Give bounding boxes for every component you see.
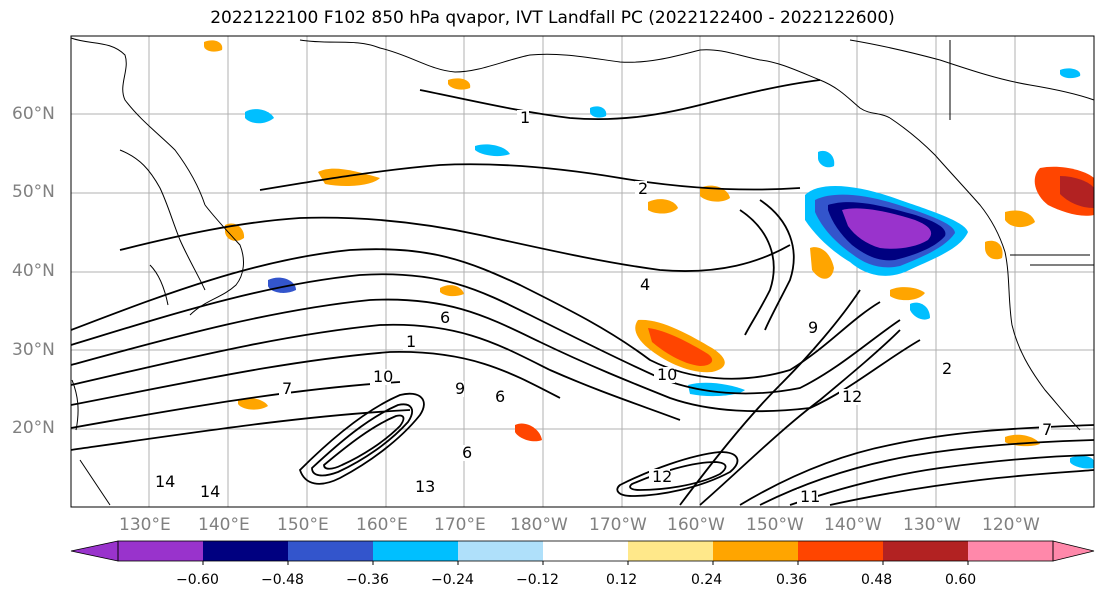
- colorbar-frame: [117, 540, 1054, 562]
- colorbar-segment: [883, 541, 968, 561]
- contour-label-bg: [437, 310, 449, 326]
- colorbar-extend-min: [70, 540, 119, 562]
- contour-label: 1: [520, 108, 530, 127]
- lon-label-130e: 130°E: [119, 515, 171, 535]
- lat-label-30: 30°N: [12, 340, 55, 360]
- contour-label-bg: [1039, 422, 1051, 438]
- contour-label-bg: [152, 474, 173, 490]
- map-gridlines: [71, 36, 1094, 507]
- contour-label-bg: [492, 389, 504, 405]
- contour-label-bg: [939, 361, 951, 377]
- lon-label-150e: 150°E: [277, 515, 329, 535]
- colorbar: [70, 540, 1095, 565]
- ivt-contours: [70, 79, 1095, 506]
- colorbar-segment: [713, 541, 798, 561]
- colorbar-segment: [458, 541, 543, 561]
- contour-label: 1: [406, 332, 416, 351]
- contour-label: 6: [495, 387, 505, 406]
- contour-label: 13: [415, 477, 435, 496]
- contour-label: 12: [842, 387, 862, 406]
- colorbar-tick-label: 0.36: [776, 572, 808, 588]
- contour-label: 14: [155, 472, 175, 491]
- lon-label-170e: 170°E: [434, 515, 486, 535]
- contour-label-bg: [797, 489, 818, 505]
- colorbar-segment: [628, 541, 713, 561]
- contour-label: 2: [942, 359, 952, 378]
- lon-label-120w: 120°W: [982, 515, 1040, 535]
- shaded-anomalies: [204, 40, 1094, 469]
- lat-label-20: 20°N: [12, 418, 55, 438]
- lon-label-140e: 140°E: [198, 515, 250, 535]
- contour-label: 10: [373, 367, 393, 386]
- lon-label-160e: 160°E: [356, 515, 408, 535]
- colorbar-tick-label: −0.48: [261, 572, 304, 588]
- lon-label-170w: 170°W: [589, 515, 647, 535]
- contour-label: 7: [282, 379, 292, 398]
- colorbar-extend-max: [1052, 540, 1095, 562]
- contour-label-bg: [839, 389, 860, 405]
- contour-label: 14: [200, 482, 220, 501]
- lat-label-50: 50°N: [12, 182, 55, 202]
- map-title: 2022122100 F102 850 hPa qvapor, IVT Land…: [210, 8, 895, 28]
- colorbar-tick-label: −0.36: [346, 572, 389, 588]
- lon-label-160w: 160°W: [667, 515, 725, 535]
- colorbar-tick-label: 0.12: [606, 572, 638, 588]
- contour-label: 12: [652, 467, 672, 486]
- contour-label: 4: [640, 275, 650, 294]
- colorbar-segment: [798, 541, 883, 561]
- colorbar-tick-label: 0.48: [861, 572, 893, 588]
- contour-label: 9: [455, 379, 465, 398]
- colorbar-segment: [543, 541, 628, 561]
- contour-label-bg: [654, 367, 675, 383]
- contour-label: 7: [1042, 420, 1052, 439]
- lon-label-130w: 130°W: [903, 515, 961, 535]
- contour-label-bg: [452, 381, 464, 397]
- coastlines: [70, 37, 1095, 506]
- contour-label-bg: [279, 381, 291, 397]
- contour-label-bg: [649, 469, 670, 485]
- colorbar-segment: [373, 541, 458, 561]
- contour-label-bg: [635, 181, 647, 197]
- lat-label-40: 40°N: [12, 261, 55, 281]
- lon-label-140w: 140°W: [824, 515, 882, 535]
- contour-label: 2: [638, 179, 648, 198]
- lat-label-60: 60°N: [12, 104, 55, 124]
- lon-label-150w: 150°W: [746, 515, 804, 535]
- lon-label-180w: 180°W: [510, 515, 568, 535]
- contour-label: 11: [800, 487, 820, 506]
- contour-label: 6: [440, 308, 450, 327]
- colorbar-segment: [203, 541, 288, 561]
- colorbar-tick-label: −0.24: [431, 572, 474, 588]
- colorbar-tick-label: −0.60: [176, 572, 219, 588]
- contour-label-bg: [197, 484, 218, 500]
- contour-label: 9: [808, 318, 818, 337]
- contour-label-bg: [459, 445, 471, 461]
- contour-label-bg: [517, 110, 529, 126]
- colorbar-tick-label: 0.24: [691, 572, 723, 588]
- colorbar-segment: [968, 541, 1053, 561]
- contour-label: 6: [462, 443, 472, 462]
- colorbar-segment: [288, 541, 373, 561]
- colorbar-segment: [118, 541, 203, 561]
- contour-label: 10: [657, 365, 677, 384]
- map-frame: [70, 35, 1095, 508]
- contour-label-bg: [805, 320, 817, 336]
- contour-label-bg: [637, 277, 649, 293]
- colorbar-tick-label: 0.60: [945, 572, 977, 588]
- contour-label-bg: [370, 369, 391, 385]
- contour-label-bg: [403, 334, 415, 350]
- colorbar-tick-label: −0.12: [516, 572, 559, 588]
- contour-label-bg: [412, 479, 433, 495]
